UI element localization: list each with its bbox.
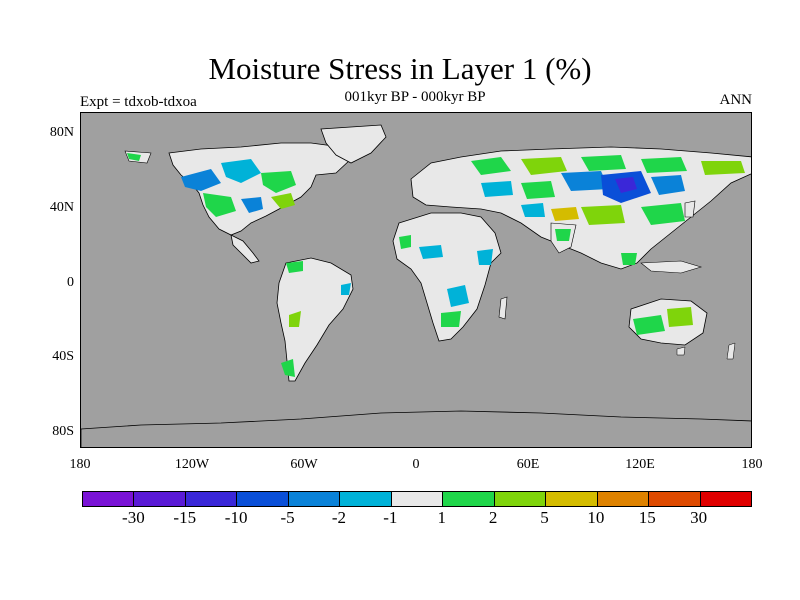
colorbar-segment	[340, 492, 392, 506]
colorbar-tick-label: 30	[690, 508, 708, 527]
colorbar-tick-label: 1	[437, 508, 446, 527]
colorbar-segment	[546, 492, 598, 506]
lon-label-60w: 60W	[290, 457, 318, 472]
colorbar-tick-label: -15	[173, 508, 197, 527]
colorbar-tick-label: -5	[280, 508, 295, 527]
colorbar-segment	[237, 492, 289, 506]
season-label: ANN	[719, 92, 753, 108]
colorbar-tick-label: 10	[587, 508, 605, 527]
lon-label-180e: 180	[741, 457, 763, 472]
australia-landmass	[628, 298, 708, 356]
colorbar-segment	[391, 492, 444, 506]
colorbar-tick-label: -10	[224, 508, 248, 527]
colorbar-segment	[134, 492, 186, 506]
colorbar-tick-label: -30	[122, 508, 145, 527]
colorbar-tick-label: -1	[383, 508, 398, 527]
colorbar-segment	[700, 492, 752, 506]
colorbar-segment	[288, 492, 341, 506]
colorbar-tick-label: -2	[331, 508, 346, 527]
lat-label-80s: 80S	[52, 424, 74, 439]
lon-label-0: 0	[412, 457, 420, 472]
new-zealand-landmass	[726, 342, 736, 360]
lon-label-60e: 60E	[516, 457, 540, 472]
south-america-landmass	[276, 257, 354, 382]
africa-landmass	[392, 212, 508, 342]
eurasia-landmass	[410, 146, 751, 274]
colorbar-segment	[649, 492, 701, 506]
figure-title: Moisture Stress in Layer 1 (%)	[208, 51, 592, 86]
lat-label-40n: 40N	[49, 200, 74, 215]
colorbar-segment	[185, 492, 238, 506]
antarctica-landmass	[81, 410, 751, 447]
figure-subtitle: 001kyr BP - 000kyr BP	[344, 89, 486, 105]
colorbar-segment	[443, 492, 495, 506]
map-panel	[80, 112, 752, 448]
north-america-landmass	[124, 124, 387, 264]
experiment-label: Expt = tdxob-tdxoa	[80, 94, 197, 110]
lat-label-80n: 80N	[49, 125, 74, 140]
lat-label-40s: 40S	[52, 349, 74, 364]
colorbar-segment	[494, 492, 547, 506]
colorbar-tick-label: 2	[488, 508, 498, 527]
lat-label-0: 0	[67, 275, 74, 290]
lon-label-120e: 120E	[625, 457, 655, 472]
colorbar-segment	[597, 492, 650, 506]
lon-label-180w: 180	[69, 457, 91, 472]
lon-label-120w: 120W	[174, 457, 210, 472]
colorbar-segment	[83, 492, 135, 506]
colorbar-tick-label: 15	[638, 508, 656, 527]
world-map	[81, 124, 751, 447]
colorbar-tick-label: 5	[540, 508, 549, 527]
colorbar	[82, 491, 752, 507]
